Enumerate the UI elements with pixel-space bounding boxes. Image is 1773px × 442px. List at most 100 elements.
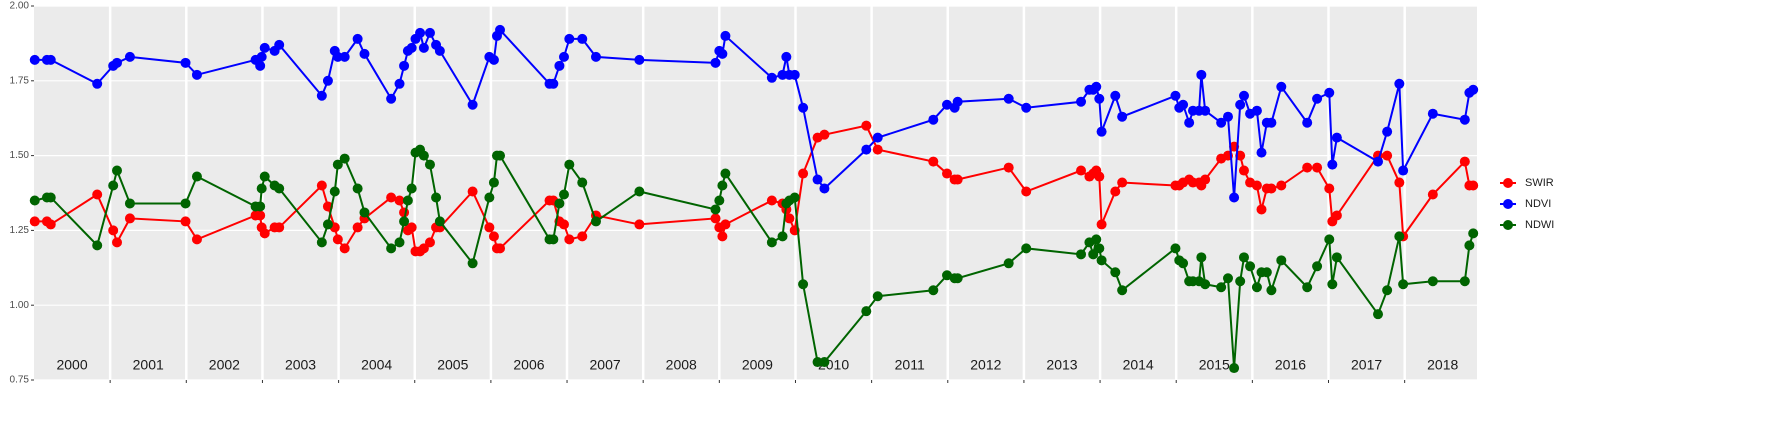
data-point: [108, 225, 119, 236]
data-point: [45, 219, 56, 230]
data-point: [720, 30, 731, 41]
data-point: [1200, 105, 1211, 116]
data-point: [717, 48, 728, 59]
data-point: [861, 144, 872, 155]
data-point: [256, 51, 267, 62]
data-point: [1261, 267, 1272, 278]
data-point: [191, 234, 202, 245]
data-point: [1331, 210, 1342, 221]
data-point: [424, 237, 435, 248]
data-point: [1276, 180, 1287, 191]
data-point: [434, 216, 445, 227]
data-point: [952, 96, 963, 107]
data-point: [1382, 150, 1393, 161]
data-point: [1331, 132, 1342, 143]
data-point: [29, 54, 40, 65]
data-point: [124, 213, 135, 224]
data-point: [386, 93, 397, 104]
data-point: [564, 234, 575, 245]
data-point: [92, 240, 103, 251]
data-point: [1096, 126, 1107, 137]
data-point: [1464, 240, 1475, 251]
data-point: [259, 42, 270, 53]
data-point: [431, 192, 442, 203]
data-point: [590, 51, 601, 62]
data-point: [942, 270, 953, 281]
data-point: [124, 198, 135, 209]
data-point: [1076, 249, 1087, 260]
data-point: [339, 153, 350, 164]
data-point: [784, 213, 795, 224]
data-point: [394, 195, 405, 206]
year-label: 2011: [895, 357, 925, 373]
data-point: [819, 129, 830, 140]
data-point: [1245, 261, 1256, 272]
data-point: [1394, 78, 1405, 89]
data-point: [789, 69, 800, 80]
data-point: [322, 75, 333, 86]
data-point: [1238, 90, 1249, 101]
data-point: [548, 78, 559, 89]
data-point: [634, 219, 645, 230]
data-point: [1091, 81, 1102, 92]
data-point: [180, 216, 191, 227]
data-point: [124, 51, 135, 62]
data-point: [1200, 279, 1211, 290]
data-point: [872, 132, 883, 143]
data-point: [819, 183, 830, 194]
data-point: [577, 33, 588, 44]
year-label: 2000: [56, 357, 87, 373]
year-label: 2003: [285, 357, 316, 373]
year-label: 2001: [133, 357, 164, 373]
y-tick-label: 1.00: [10, 300, 30, 311]
data-point: [255, 210, 266, 221]
data-point: [1238, 252, 1249, 263]
data-point: [316, 237, 327, 248]
year-label: 2016: [1275, 357, 1306, 373]
year-label: 2017: [1351, 357, 1382, 373]
data-point: [861, 306, 872, 317]
data-point: [1459, 276, 1470, 287]
data-point: [1096, 255, 1107, 266]
data-point: [564, 33, 575, 44]
data-point: [558, 189, 569, 200]
data-point: [1096, 219, 1107, 230]
data-point: [256, 183, 267, 194]
data-point: [1302, 117, 1313, 128]
data-point: [418, 42, 429, 53]
data-point: [1170, 243, 1181, 254]
data-point: [488, 231, 499, 242]
panel-background: [34, 6, 1477, 380]
data-point: [710, 213, 721, 224]
data-point: [1398, 279, 1409, 290]
year-label: 2004: [361, 357, 392, 373]
y-tick-label: 0.75: [10, 375, 30, 386]
data-point: [1222, 111, 1233, 122]
data-point: [495, 243, 506, 254]
data-point: [386, 192, 397, 203]
data-point: [942, 99, 953, 110]
data-point: [1302, 162, 1313, 173]
year-label: 2008: [666, 357, 697, 373]
data-point: [394, 78, 405, 89]
data-point: [484, 222, 495, 233]
data-point: [1427, 189, 1438, 200]
data-point: [819, 357, 830, 368]
data-point: [352, 183, 363, 194]
data-point: [766, 195, 777, 206]
data-point: [720, 168, 731, 179]
data-point: [1468, 228, 1479, 239]
data-point: [952, 273, 963, 284]
data-point: [467, 99, 478, 110]
data-point: [1094, 93, 1105, 104]
year-label: 2002: [209, 357, 240, 373]
data-point: [861, 120, 872, 131]
data-point: [1398, 165, 1409, 176]
data-point: [812, 357, 823, 368]
data-point: [386, 243, 397, 254]
data-point: [92, 78, 103, 89]
data-point: [1394, 231, 1405, 242]
data-point: [1110, 90, 1121, 101]
data-point: [112, 237, 123, 248]
data-point: [339, 51, 350, 62]
